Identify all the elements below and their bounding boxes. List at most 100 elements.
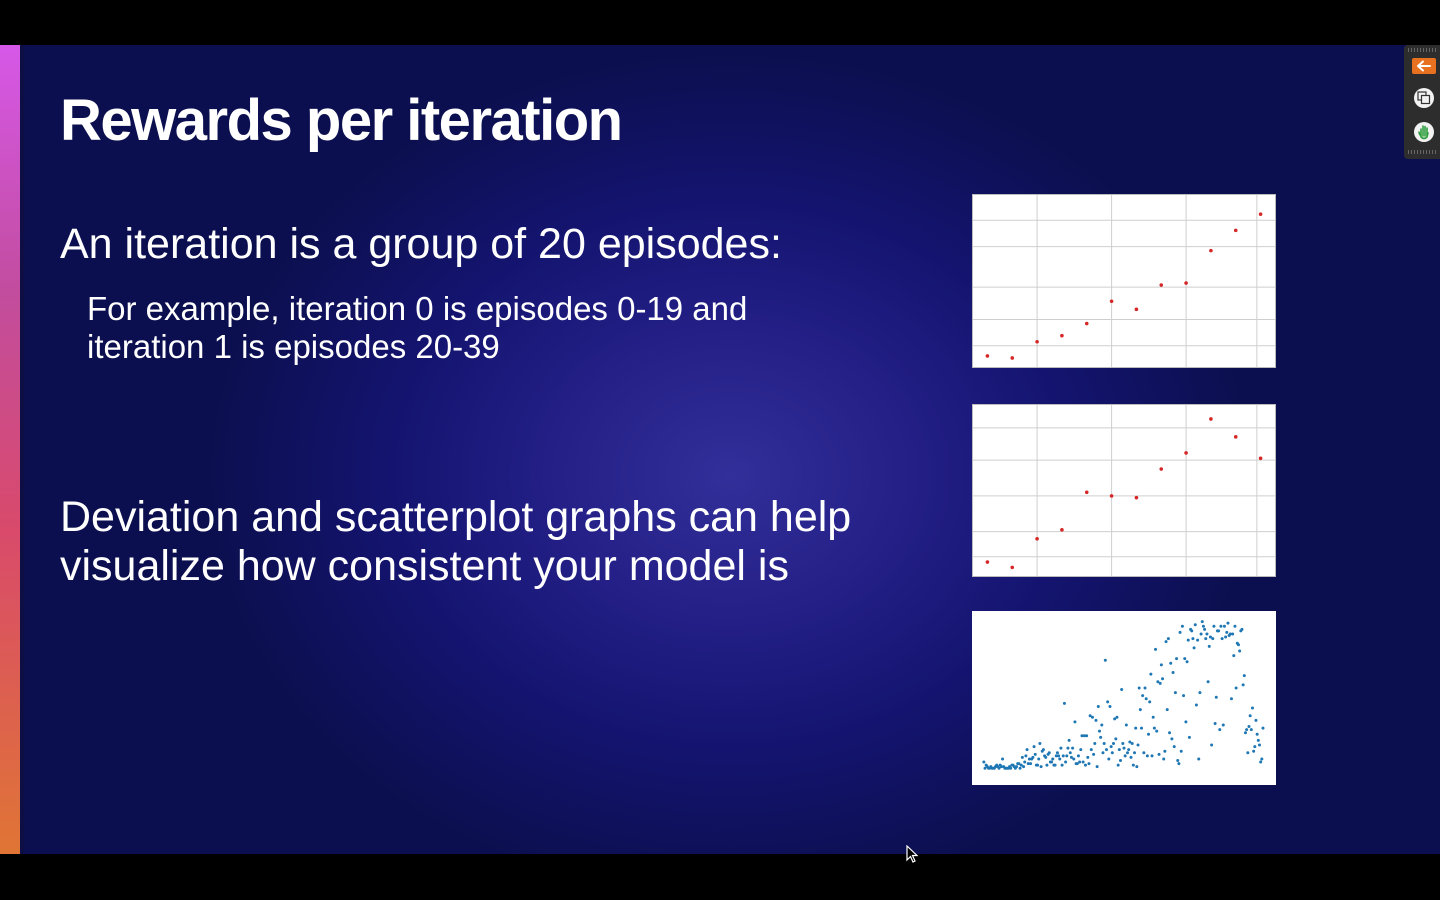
data-point: [1214, 695, 1218, 699]
data-point: [1226, 621, 1230, 625]
data-point: [1124, 723, 1128, 727]
data-point: [1062, 701, 1066, 705]
sub-bullet-example: For example, iteration 0 is episodes 0-1…: [87, 290, 747, 366]
data-point: [1090, 715, 1094, 719]
data-point: [1164, 640, 1168, 644]
data-point: [1123, 754, 1127, 758]
data-point: [1114, 737, 1118, 741]
data-point: [1085, 734, 1089, 738]
data-point: [1157, 752, 1161, 756]
data-point: [1010, 565, 1015, 570]
data-point: [1238, 649, 1242, 653]
data-point: [1106, 700, 1110, 704]
data-point: [1149, 672, 1153, 676]
data-point: [1233, 624, 1237, 628]
data-point: [1092, 752, 1096, 756]
data-point: [1027, 757, 1031, 761]
data-point: [1208, 635, 1212, 639]
data-point: [1222, 624, 1226, 628]
data-point: [997, 766, 1001, 770]
data-point: [1253, 745, 1257, 749]
data-point: [1159, 467, 1164, 471]
data-point: [1122, 746, 1126, 750]
data-point: [1134, 495, 1139, 500]
data-point: [1257, 743, 1261, 747]
data-point: [1038, 742, 1042, 746]
data-point: [1144, 697, 1148, 701]
data-point: [1185, 660, 1189, 664]
data-point: [1134, 307, 1139, 312]
data-point: [1075, 762, 1079, 766]
data-point: [1066, 746, 1070, 750]
data-point: [1143, 686, 1147, 690]
data-point: [999, 765, 1003, 769]
slide-title: Rewards per iteration: [60, 88, 623, 153]
data-point: [1183, 657, 1187, 661]
toolbar-grip-top[interactable]: [1408, 48, 1436, 52]
data-point: [1218, 728, 1222, 732]
data-point: [1190, 629, 1194, 633]
copy-icon: [1414, 88, 1434, 108]
data-point: [1147, 732, 1151, 736]
data-point: [1159, 283, 1164, 287]
data-point: [1254, 718, 1258, 722]
data-point: [1130, 742, 1134, 746]
data-point: [1163, 749, 1167, 753]
data-point: [1087, 762, 1091, 766]
data-point: [1097, 729, 1101, 733]
sub-bullet-line-1: For example, iteration 0 is episodes 0-1…: [87, 290, 748, 327]
data-point: [1135, 765, 1139, 769]
data-point: [1165, 708, 1169, 712]
data-point: [1054, 754, 1058, 758]
data-point: [1191, 637, 1195, 641]
data-point: [1104, 748, 1108, 752]
data-point: [1256, 738, 1260, 742]
copy-button[interactable]: [1412, 87, 1436, 109]
data-point: [1107, 757, 1111, 761]
data-point: [1093, 742, 1097, 746]
data-point: [1241, 683, 1245, 687]
data-point: [1145, 754, 1149, 758]
data-point: [1053, 763, 1057, 767]
data-point: [1212, 624, 1216, 628]
arrow-left-icon: [1412, 58, 1436, 74]
presenter-toolbar: [1404, 45, 1440, 159]
data-point: [1209, 417, 1213, 421]
data-point: [1061, 754, 1065, 758]
data-point: [982, 760, 986, 764]
data-point: [1162, 757, 1166, 761]
data-point: [1217, 629, 1221, 633]
data-point: [1231, 632, 1235, 636]
data-point: [1079, 748, 1083, 752]
accent-bar-edge: [20, 45, 24, 854]
data-point: [1064, 760, 1068, 764]
data-point: [1001, 757, 1005, 761]
data-point: [1184, 281, 1188, 285]
data-point: [1258, 212, 1263, 216]
toolbar-grip-bottom[interactable]: [1408, 150, 1436, 154]
raise-hand-button[interactable]: [1412, 121, 1436, 143]
data-point: [1249, 728, 1253, 732]
data-point: [1248, 714, 1252, 718]
data-point: [1169, 661, 1173, 665]
data-point: [1037, 757, 1041, 761]
data-point: [1245, 728, 1249, 732]
plot-frame: [972, 404, 1276, 577]
data-point: [1134, 726, 1138, 730]
data-point: [1171, 671, 1175, 675]
data-point: [1156, 680, 1160, 684]
data-point: [1199, 632, 1203, 636]
data-point: [1234, 686, 1238, 690]
data-point: [1084, 321, 1089, 326]
data-point: [1186, 638, 1190, 642]
data-point: [1019, 763, 1023, 767]
data-point: [1219, 624, 1223, 628]
deviation-chart-1: [972, 194, 1276, 368]
data-point: [1065, 754, 1069, 758]
data-point: [1136, 743, 1140, 747]
data-point: [1096, 704, 1100, 708]
hand-icon: [1414, 122, 1434, 142]
mouse-cursor-icon: [906, 845, 919, 863]
back-button[interactable]: [1412, 55, 1436, 77]
data-point: [1180, 624, 1184, 628]
